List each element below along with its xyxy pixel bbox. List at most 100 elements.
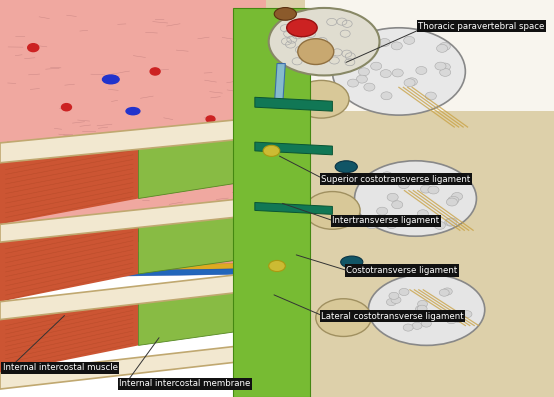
Polygon shape [138, 198, 266, 274]
Circle shape [386, 221, 397, 229]
Polygon shape [0, 268, 266, 278]
Polygon shape [0, 230, 266, 246]
Circle shape [454, 315, 464, 322]
Circle shape [380, 69, 391, 77]
Circle shape [377, 207, 388, 215]
Polygon shape [305, 0, 554, 111]
Circle shape [23, 156, 32, 162]
Ellipse shape [269, 8, 379, 75]
Polygon shape [0, 240, 266, 256]
Circle shape [389, 292, 399, 299]
Ellipse shape [102, 75, 119, 84]
Polygon shape [0, 251, 266, 262]
Circle shape [206, 116, 215, 122]
Circle shape [23, 248, 28, 251]
Circle shape [399, 288, 409, 295]
Polygon shape [0, 216, 138, 302]
Circle shape [440, 68, 451, 76]
Circle shape [345, 37, 356, 45]
Circle shape [150, 68, 160, 75]
Polygon shape [0, 0, 266, 246]
Circle shape [422, 320, 432, 327]
Ellipse shape [287, 19, 317, 37]
Ellipse shape [341, 256, 363, 268]
Polygon shape [0, 263, 266, 273]
Circle shape [364, 83, 375, 91]
Circle shape [416, 306, 425, 313]
Text: Internal intercostal muscle: Internal intercostal muscle [3, 363, 118, 372]
Circle shape [143, 247, 147, 250]
Ellipse shape [294, 80, 349, 118]
Circle shape [403, 324, 413, 331]
Circle shape [347, 79, 358, 87]
Polygon shape [274, 64, 285, 107]
Circle shape [53, 248, 58, 251]
Text: Internal intercostal membrane: Internal intercostal membrane [119, 379, 250, 388]
Circle shape [103, 247, 107, 250]
Text: Thoracic paravertebral space: Thoracic paravertebral space [418, 22, 545, 31]
Circle shape [418, 301, 428, 308]
Circle shape [398, 181, 409, 189]
Circle shape [345, 44, 356, 52]
Circle shape [387, 193, 398, 201]
Circle shape [391, 296, 401, 303]
Polygon shape [0, 345, 244, 389]
Circle shape [61, 104, 71, 111]
Circle shape [203, 246, 207, 249]
Circle shape [93, 247, 98, 251]
Circle shape [452, 193, 463, 200]
Ellipse shape [316, 299, 371, 337]
Circle shape [43, 248, 48, 251]
Circle shape [223, 245, 227, 249]
Circle shape [133, 247, 137, 250]
Circle shape [243, 245, 247, 248]
Circle shape [412, 322, 422, 330]
Polygon shape [0, 257, 266, 268]
Circle shape [13, 248, 18, 251]
Polygon shape [233, 8, 310, 397]
Circle shape [445, 218, 456, 226]
Circle shape [420, 185, 432, 193]
Circle shape [447, 198, 458, 206]
Circle shape [404, 37, 415, 44]
Circle shape [425, 92, 437, 100]
Polygon shape [138, 119, 266, 198]
Circle shape [116, 135, 127, 143]
Ellipse shape [335, 161, 357, 173]
Circle shape [392, 69, 403, 77]
Circle shape [83, 247, 88, 251]
Circle shape [28, 44, 39, 52]
Ellipse shape [368, 274, 485, 345]
Circle shape [434, 222, 445, 229]
Circle shape [447, 316, 456, 324]
Circle shape [404, 79, 415, 87]
Ellipse shape [274, 8, 296, 20]
Polygon shape [0, 198, 244, 242]
Circle shape [392, 201, 403, 209]
Circle shape [153, 246, 157, 249]
Circle shape [462, 310, 472, 318]
Polygon shape [138, 274, 266, 345]
Circle shape [371, 62, 382, 70]
Circle shape [381, 92, 392, 100]
Circle shape [379, 39, 390, 46]
Circle shape [448, 197, 459, 204]
Circle shape [387, 299, 397, 306]
Polygon shape [0, 292, 138, 373]
Circle shape [439, 63, 450, 71]
Polygon shape [255, 97, 332, 111]
Text: Superior costotransverse ligament: Superior costotransverse ligament [321, 175, 470, 184]
Polygon shape [233, 0, 554, 397]
Circle shape [113, 247, 117, 250]
Circle shape [417, 305, 427, 312]
Polygon shape [255, 142, 332, 155]
Circle shape [446, 218, 457, 226]
Text: Costotransverse ligament: Costotransverse ligament [346, 266, 458, 275]
Circle shape [428, 186, 439, 194]
Circle shape [193, 246, 197, 249]
Polygon shape [0, 274, 244, 320]
Ellipse shape [332, 28, 465, 115]
Polygon shape [0, 119, 244, 163]
Ellipse shape [263, 145, 280, 156]
Circle shape [358, 68, 370, 76]
